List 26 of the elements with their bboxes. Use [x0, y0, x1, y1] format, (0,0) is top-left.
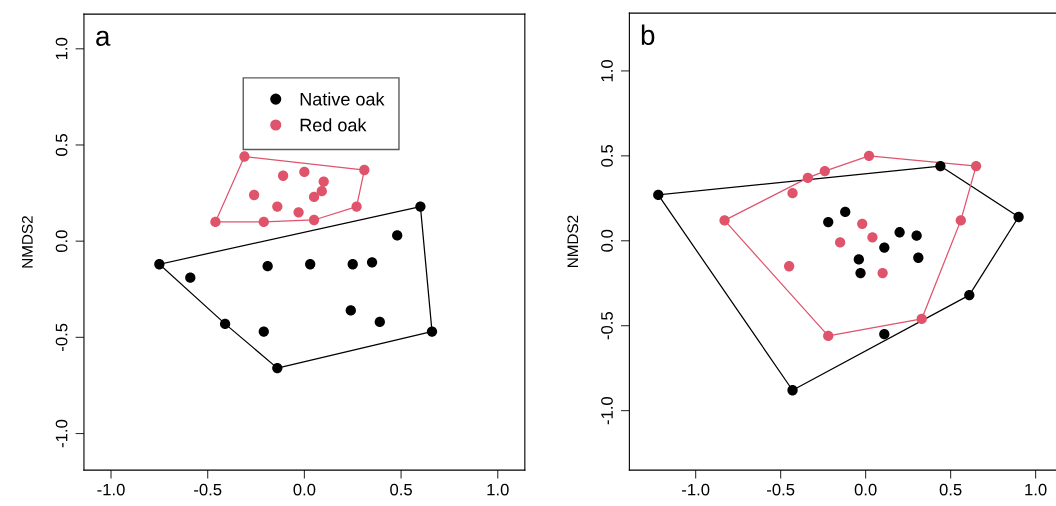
x-tick-label: 0.0	[293, 483, 316, 496]
x-tick-label: 1.0	[487, 483, 509, 496]
x-tick-label: 0.5	[939, 483, 962, 496]
y-tick-label: -1.0	[601, 396, 613, 425]
chart-title: a	[96, 30, 111, 46]
x-tick-label: 1.0	[1025, 483, 1047, 496]
y-tick-label: 0.5	[55, 134, 68, 156]
legend-label: Native oak	[300, 92, 385, 106]
x-tick-label: -0.5	[194, 483, 222, 496]
y-tick-label: -0.5	[601, 312, 613, 340]
y-tick-label: -0.5	[55, 323, 68, 351]
x-tick-label: 0.0	[854, 483, 877, 496]
y-tick-label: 1.0	[55, 37, 68, 60]
x-tick-label: 0.5	[390, 483, 412, 496]
y-tick-label: 0.5	[601, 144, 613, 167]
y-tick-label: 0.0	[601, 229, 613, 252]
y-axis-title: NMDS2	[567, 215, 579, 268]
legend-label: Red oak	[300, 118, 367, 132]
x-tick-label: -0.5	[767, 483, 795, 496]
chart-title: b	[641, 24, 655, 45]
y-axis-title: NMDS2	[21, 216, 33, 268]
x-tick-label: -1.0	[97, 483, 125, 496]
y-tick-label: -1.0	[55, 419, 68, 448]
y-tick-label: 1.0	[601, 59, 613, 82]
y-tick-label: 0.0	[55, 230, 68, 253]
x-tick-label: -1.0	[682, 483, 710, 496]
